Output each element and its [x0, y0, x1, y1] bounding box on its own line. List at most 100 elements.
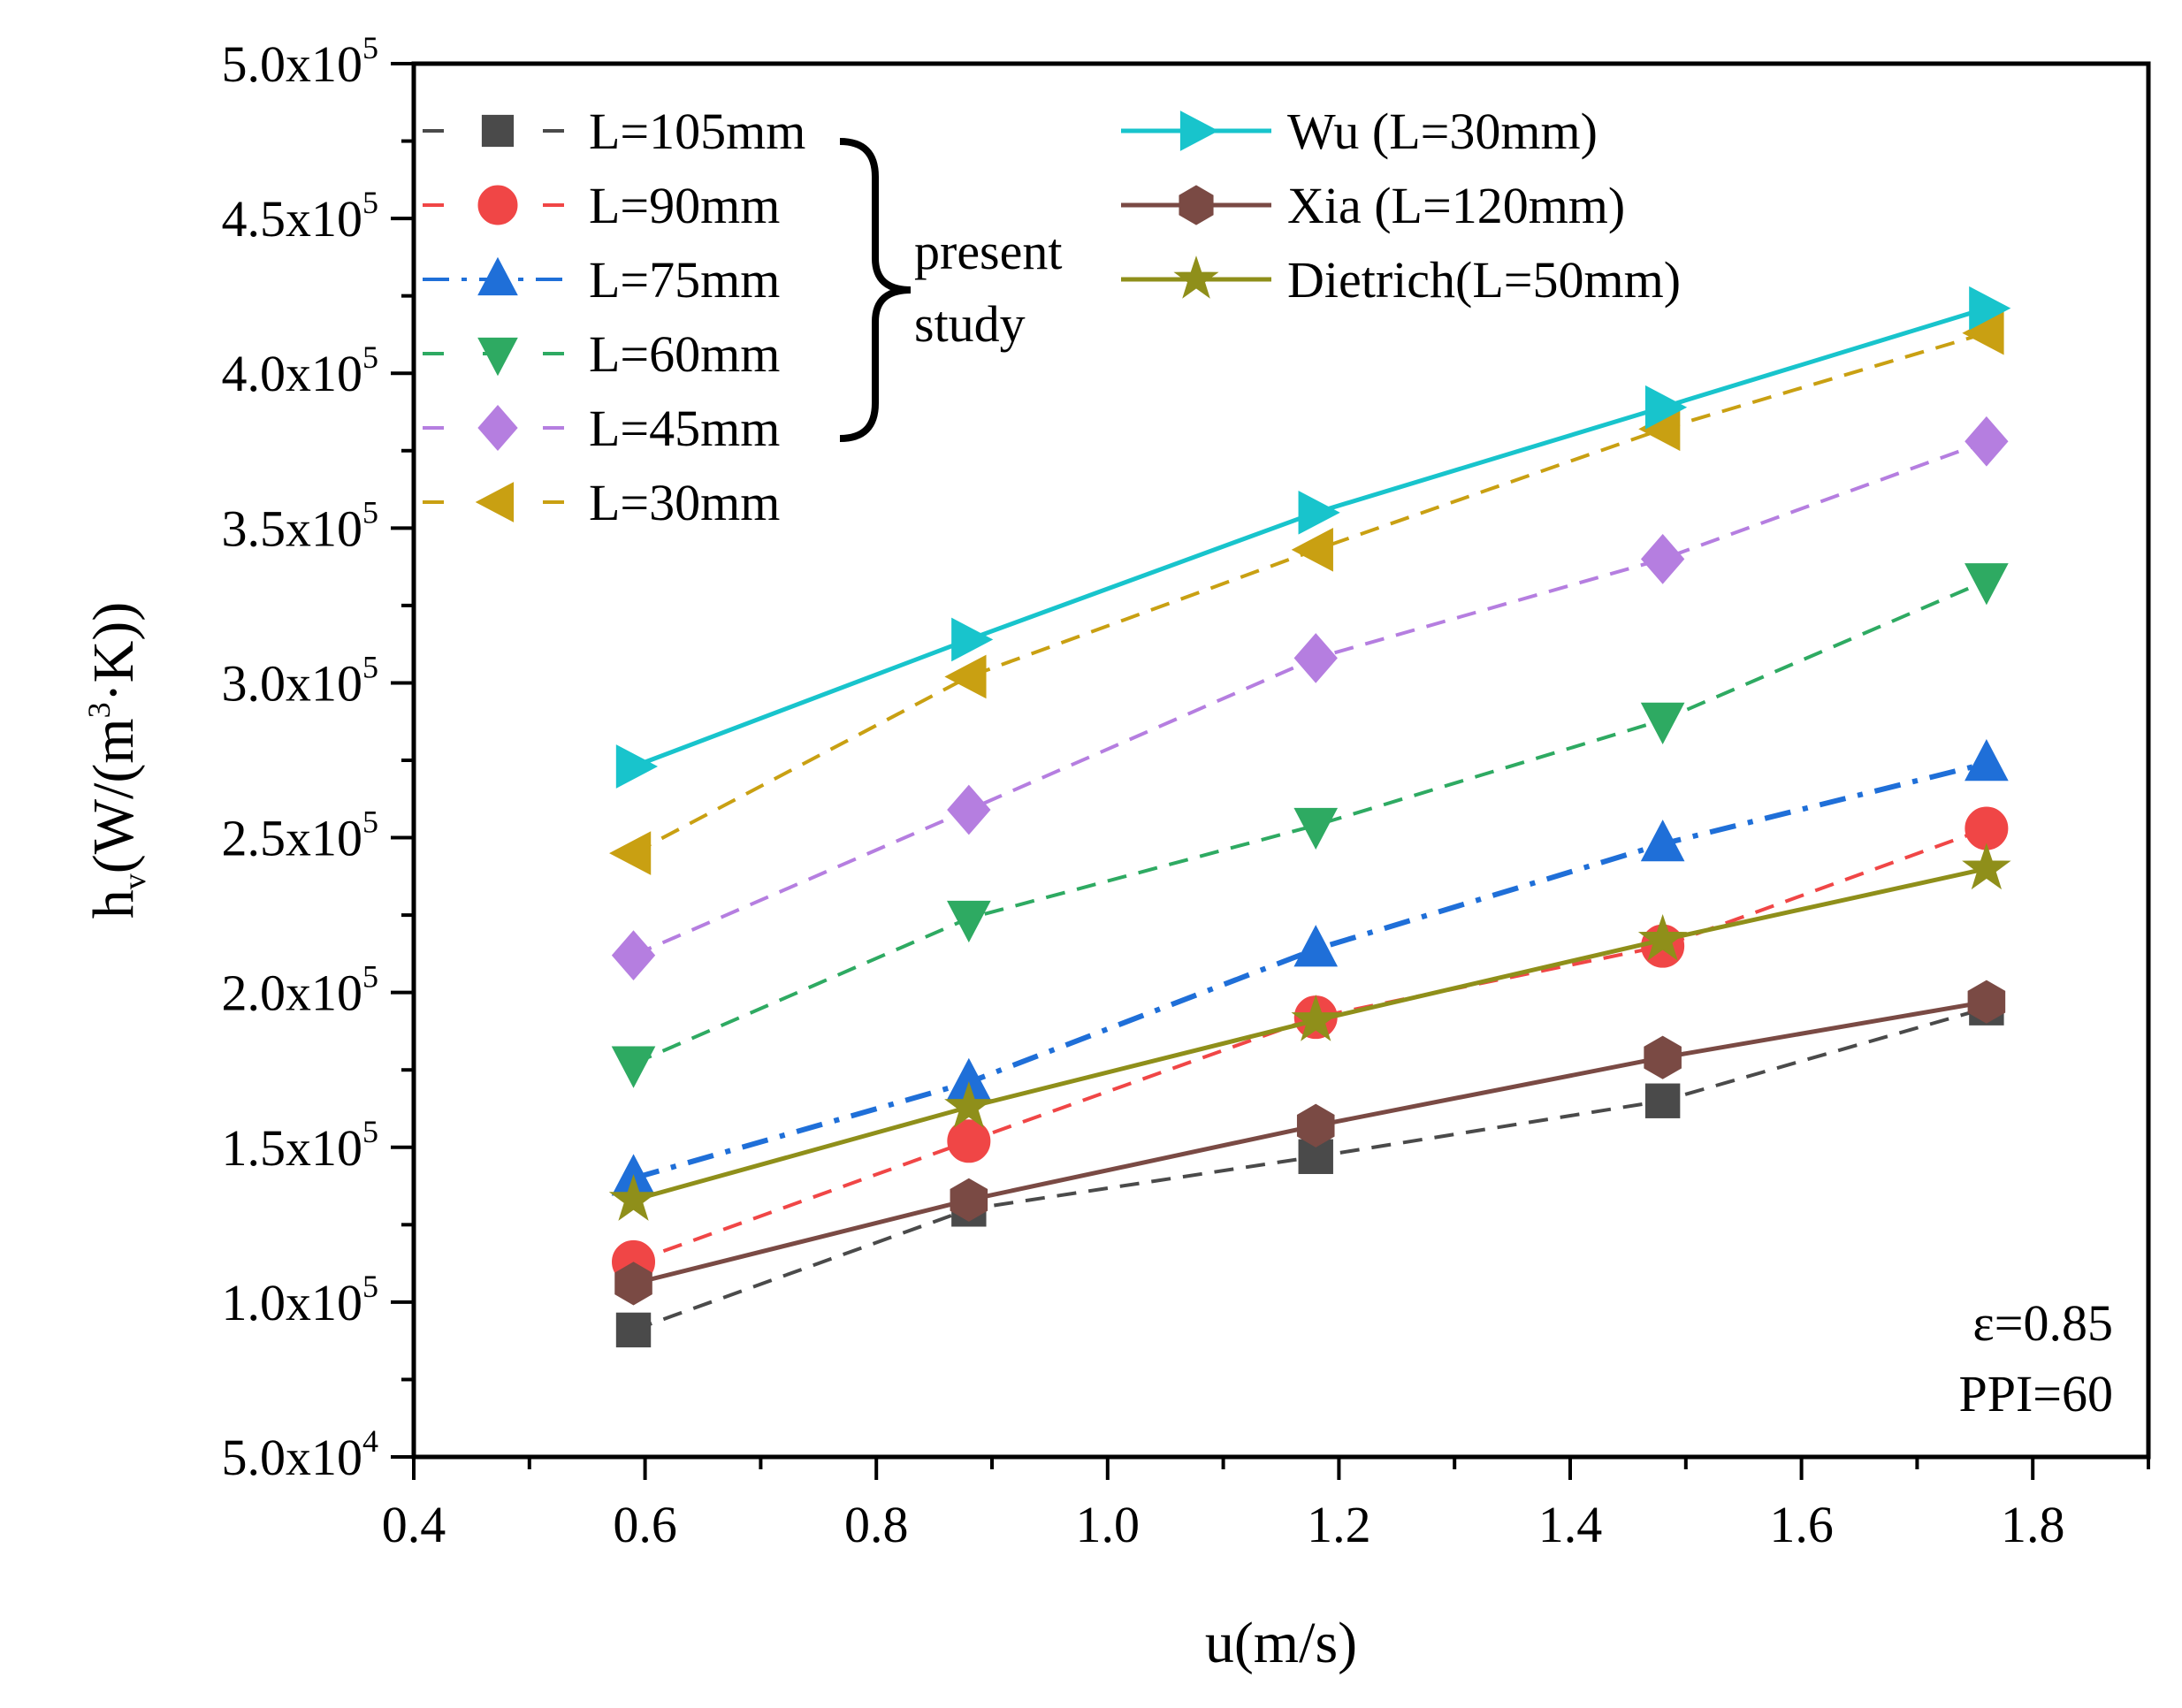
plot-frame — [411, 61, 2151, 1460]
y-tick-label: 2.0x105 — [222, 959, 379, 1022]
series-l-90mm — [612, 806, 2009, 1284]
legend-marker — [1179, 185, 1214, 225]
y-axis-title: hv(W/(m3·K)) — [81, 602, 152, 919]
legend-label: L=60mm — [589, 325, 780, 383]
legend-item: L=60mm — [423, 325, 780, 383]
legend-label: L=45mm — [589, 400, 780, 457]
data-point — [1965, 739, 2009, 782]
series-l-45mm — [611, 416, 2009, 981]
legend-label: Dietrich(L=50mm) — [1287, 251, 1681, 309]
y-tick-label: 3.0x105 — [222, 649, 379, 712]
y-tick-label: 5.0x104 — [222, 1423, 379, 1486]
y-tick-label: 3.5x105 — [222, 494, 379, 557]
legend-label: Wu (L=30mm) — [1287, 103, 1598, 160]
data-point — [611, 1046, 656, 1088]
legend: L=105mm L=90mm L=75mm L=60mm L=45mm L=30mm Wu … — [423, 103, 1681, 531]
legend-item: Xia (L=120mm) — [1121, 177, 1625, 234]
data-point — [1644, 1083, 1681, 1118]
legend-item: Wu (L=30mm) — [1121, 103, 1598, 160]
legend-item: L=30mm — [423, 474, 780, 531]
annotation-ppi: PPI=60 — [1958, 1365, 2113, 1422]
y-title-suffix: ·K)) — [81, 602, 146, 703]
series-line — [632, 331, 1987, 855]
data-point — [1293, 807, 1339, 850]
x-tick-label: 1.2 — [1307, 1496, 1371, 1553]
y-tick-mantissa: 4.0x10 — [222, 345, 363, 402]
data-point — [947, 900, 991, 943]
y-tick-exponent: 5 — [362, 1269, 378, 1304]
plot-series — [608, 286, 2011, 1348]
legend-item: Dietrich(L=50mm) — [1121, 251, 1681, 309]
y-title-sup: 3 — [81, 702, 117, 718]
legend-marker — [477, 404, 518, 452]
annotation-porosity: ε=0.85 — [1972, 1294, 2113, 1352]
data-point — [615, 744, 658, 789]
y-tick-exponent: 5 — [362, 959, 378, 995]
data-point — [1293, 925, 1339, 967]
series-line — [632, 827, 1987, 1264]
legend-marker — [1179, 111, 1219, 151]
y-tick-mantissa: 5.0x10 — [222, 1429, 363, 1486]
data-point — [1298, 490, 1340, 535]
legend-item: L=90mm — [423, 177, 780, 234]
data-point — [1962, 843, 2011, 890]
y-tick-exponent: 5 — [362, 494, 378, 530]
x-tick-label: 1.4 — [1538, 1496, 1603, 1553]
series-line — [632, 306, 1987, 769]
legend-label: L=30mm — [589, 474, 780, 531]
y-tick-mantissa: 1.5x10 — [222, 1119, 363, 1177]
y-tick-exponent: 5 — [362, 649, 378, 684]
data-point — [615, 1312, 652, 1348]
legend-group-brace — [839, 138, 912, 442]
y-tick-mantissa: 2.0x10 — [222, 965, 363, 1022]
data-point — [608, 1174, 659, 1221]
series-l-30mm — [609, 310, 2004, 875]
data-point — [1965, 563, 2009, 606]
data-point — [1967, 980, 2006, 1024]
legend-marker — [475, 482, 515, 522]
legend-marker — [477, 256, 518, 296]
data-point — [947, 784, 991, 835]
y-tick-label: 5.0x105 — [222, 30, 379, 93]
x-tick-label: 1.8 — [2001, 1496, 2065, 1553]
y-title-sub: v — [117, 873, 152, 889]
legend-label: L=105mm — [589, 103, 805, 160]
legend-label: L=75mm — [589, 251, 780, 309]
y-title-prefix: (W/(m — [81, 718, 146, 873]
y-tick-exponent: 5 — [362, 339, 378, 375]
legend-marker — [477, 337, 518, 377]
data-point — [1293, 633, 1338, 683]
data-point — [1965, 416, 2009, 467]
legend-group-label: present — [914, 223, 1063, 280]
y-tick-mantissa: 3.0x10 — [222, 654, 363, 712]
y-tick-label: 4.0x105 — [222, 339, 379, 402]
y-tick-exponent: 5 — [362, 1114, 378, 1149]
data-point — [1637, 913, 1688, 961]
legend-item: L=45mm — [423, 400, 780, 457]
y-tick-mantissa: 3.5x10 — [222, 499, 363, 557]
data-point — [947, 1119, 991, 1163]
legend-marker — [477, 185, 518, 225]
data-point — [1640, 702, 1685, 744]
series-dietrich-l-50mm- — [608, 843, 2011, 1221]
x-tick-label: 0.4 — [382, 1496, 446, 1553]
series-l-60mm — [611, 563, 2009, 1088]
legend-label: L=90mm — [589, 177, 780, 234]
legend-marker — [481, 114, 515, 148]
series-l-105mm — [615, 990, 2004, 1348]
legend-marker — [1173, 255, 1219, 299]
data-point — [944, 1081, 994, 1128]
legend-label: Xia (L=120mm) — [1287, 177, 1625, 234]
data-point — [1644, 1035, 1682, 1079]
data-point — [1291, 995, 1340, 1041]
y-tick-label: 4.5x105 — [222, 185, 379, 248]
y-tick-mantissa: 4.5x10 — [222, 190, 363, 248]
data-point — [1969, 286, 2011, 331]
data-point — [1640, 533, 1685, 584]
y-tick-label: 1.0x105 — [222, 1269, 379, 1331]
y-tick-mantissa: 2.5x10 — [222, 810, 363, 867]
y-tick-exponent: 5 — [362, 185, 378, 220]
data-point — [1644, 385, 1688, 430]
x-tick-label: 0.8 — [844, 1496, 909, 1553]
